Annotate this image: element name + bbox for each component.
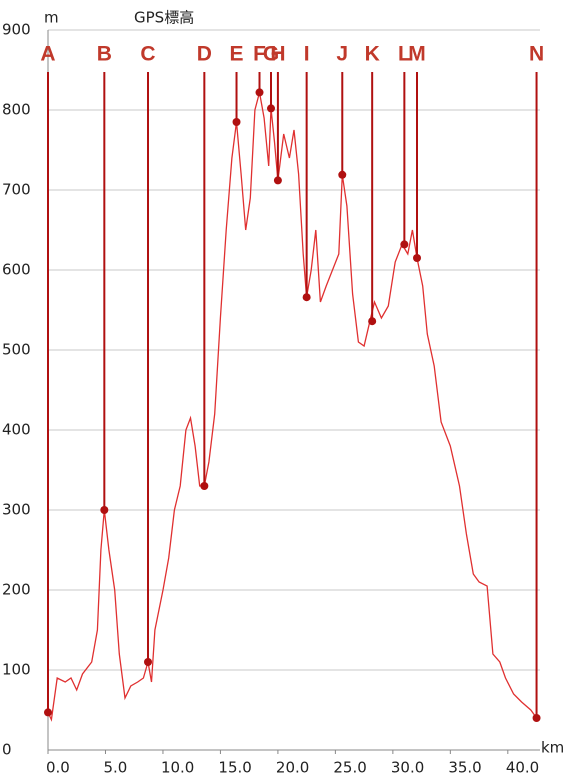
y-tick-label: 900 — [2, 21, 31, 39]
waypoint-marker — [44, 708, 52, 717]
waypoint-marker — [255, 88, 264, 97]
waypoint-marker — [532, 714, 541, 722]
elevation-line — [47, 92, 538, 722]
waypoint-marker — [232, 118, 241, 126]
y-tick-label: 200 — [2, 581, 31, 599]
x-tick-label: 25.0 — [333, 759, 366, 777]
waypoint-label: F — [253, 43, 266, 66]
waypoint-label: L — [398, 43, 411, 66]
waypoint-marker — [100, 506, 109, 514]
waypoint-marker — [200, 482, 209, 490]
chart-title: GPS標高 — [134, 9, 194, 27]
y-tick-label: 700 — [2, 181, 31, 199]
x-tick-label: 40.0 — [506, 759, 539, 777]
waypoint-marker — [368, 317, 377, 326]
waypoint-marker — [302, 293, 311, 302]
waypoint-label: G — [263, 43, 279, 66]
waypoint-label: N — [529, 43, 544, 66]
x-tick-label: 5.0 — [103, 759, 127, 777]
waypoint-label: B — [97, 43, 112, 66]
waypoint-label: E — [230, 43, 244, 66]
waypoint-marker — [267, 104, 276, 113]
waypoint-label: C — [140, 43, 155, 66]
waypoint-label: D — [197, 43, 212, 66]
waypoint-label: A — [40, 43, 55, 66]
y-tick-label: 500 — [2, 341, 31, 359]
x-tick-label: 15.0 — [218, 759, 251, 777]
y-axis-label: m — [44, 9, 59, 27]
waypoint-marker — [413, 254, 421, 262]
y-tick-label: 400 — [2, 421, 31, 439]
waypoint-label: H — [270, 43, 285, 66]
y-tick-label: 800 — [2, 101, 31, 119]
waypoint-label: K — [365, 43, 380, 66]
y-tick-label: 300 — [2, 501, 31, 519]
waypoint-label: J — [336, 43, 348, 66]
waypoint-marker — [273, 176, 282, 185]
y-tick-label: 600 — [2, 261, 31, 279]
x-tick-label: 35.0 — [448, 759, 481, 777]
x-tick-label: 30.0 — [391, 759, 424, 777]
waypoint-marker — [144, 658, 153, 666]
waypoint-marker — [338, 170, 347, 179]
y-tick-label: 100 — [2, 661, 31, 679]
waypoint-label: I — [304, 43, 310, 66]
x-tick-label: 0.0 — [46, 759, 70, 777]
waypoint-label: M — [408, 43, 426, 66]
waypoint-marker — [400, 240, 409, 249]
x-axis-label: km — [541, 739, 564, 757]
x-tick-label: 20.0 — [276, 759, 309, 777]
x-tick-label: 10.0 — [161, 759, 194, 777]
y-tick-label: 0 — [2, 741, 12, 759]
